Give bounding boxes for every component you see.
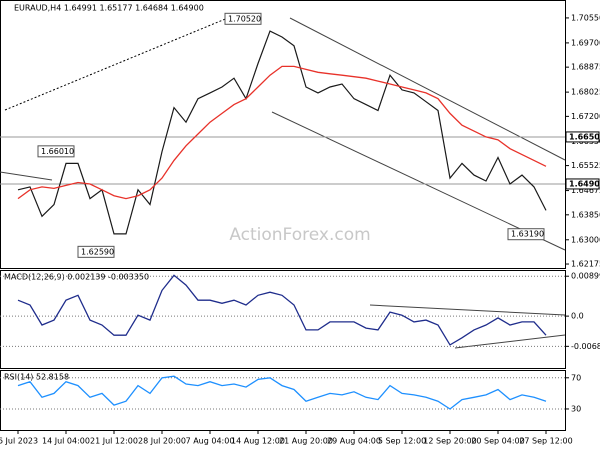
- y-tick-label: 30: [571, 404, 581, 413]
- series-line: [17, 274, 547, 346]
- chart-title: EURAUD,H4 1.64991 1.65177 1.64684 1.6490…: [14, 4, 204, 13]
- x-tick-label: 14 Aug 12:00: [231, 437, 285, 446]
- x-tick-label: 27 Sep 12:00: [519, 437, 572, 446]
- series-line: [17, 375, 547, 410]
- macd-title: MACD(12,26,9) 0.002139 -0.003350: [4, 273, 149, 282]
- x-tick-label: 29 Aug 04:00: [327, 437, 381, 446]
- annotation-box: [224, 12, 262, 25]
- y-tick-label: 1.62175: [571, 260, 600, 269]
- annotation-label: 1.63190: [511, 230, 544, 239]
- annotation-label: 1.70520: [228, 14, 261, 23]
- annotation-box: [507, 228, 545, 241]
- y-tick-label: -0.006816: [571, 342, 600, 351]
- y-tick-label: 1.69700: [571, 38, 600, 47]
- level-label: 1.66500: [569, 132, 600, 141]
- channel-lower: [271, 111, 566, 251]
- rsi-title: RSI(14) 52.8158: [4, 373, 69, 382]
- x-tick-label: 28 Jul 20:00: [138, 437, 186, 446]
- macd-trend-line: [369, 304, 566, 316]
- level-label-box: [565, 178, 600, 190]
- y-tick-label: 1.68875: [571, 63, 600, 72]
- y-tick-label: 1.67200: [571, 112, 600, 121]
- annotation-label: 1.66010: [41, 147, 74, 156]
- rsi-panel: [0, 370, 566, 431]
- y-tick-label: 70: [571, 373, 581, 382]
- y-tick-label: 1.65525: [571, 161, 600, 170]
- y-tick-label: 0.008998: [571, 272, 600, 281]
- level-label: 1.64900: [569, 179, 600, 188]
- trend-line: [4, 14, 236, 111]
- annotation-label: 1.62590: [81, 247, 114, 256]
- macd-panel: [0, 270, 566, 369]
- x-tick-label: 20 Sep 04:00: [471, 437, 524, 446]
- y-tick-label: 1.64675: [571, 186, 600, 195]
- macd-trend-line: [454, 334, 566, 349]
- x-tick-label: 12 Sep 20:00: [423, 437, 476, 446]
- annotation-box: [37, 145, 75, 158]
- watermark: ActionForex.com: [229, 225, 370, 245]
- annotation-box: [77, 245, 115, 258]
- x-tick-label: 7 Aug 04:00: [186, 437, 235, 446]
- y-tick-label: 1.63000: [571, 235, 600, 244]
- triangle-line: [0, 171, 53, 181]
- y-tick-label: 1.63850: [571, 210, 600, 219]
- level-label-box: [565, 131, 600, 143]
- series-line: [17, 30, 547, 235]
- channel-upper: [289, 17, 566, 161]
- x-tick-label: 21 Jul 12:00: [90, 437, 138, 446]
- x-tick-label: 6 Jul 2023: [0, 437, 38, 446]
- x-tick-label: 14 Jul 04:00: [42, 437, 90, 446]
- y-tick-label: 1.70550: [571, 13, 600, 22]
- series-line: [17, 65, 547, 200]
- y-tick-label: 0.0: [571, 312, 584, 321]
- x-tick-label: 21 Aug 20:00: [279, 437, 333, 446]
- x-tick-label: 5 Sep 12:00: [378, 437, 426, 446]
- y-tick-label: 1.68025: [571, 88, 600, 97]
